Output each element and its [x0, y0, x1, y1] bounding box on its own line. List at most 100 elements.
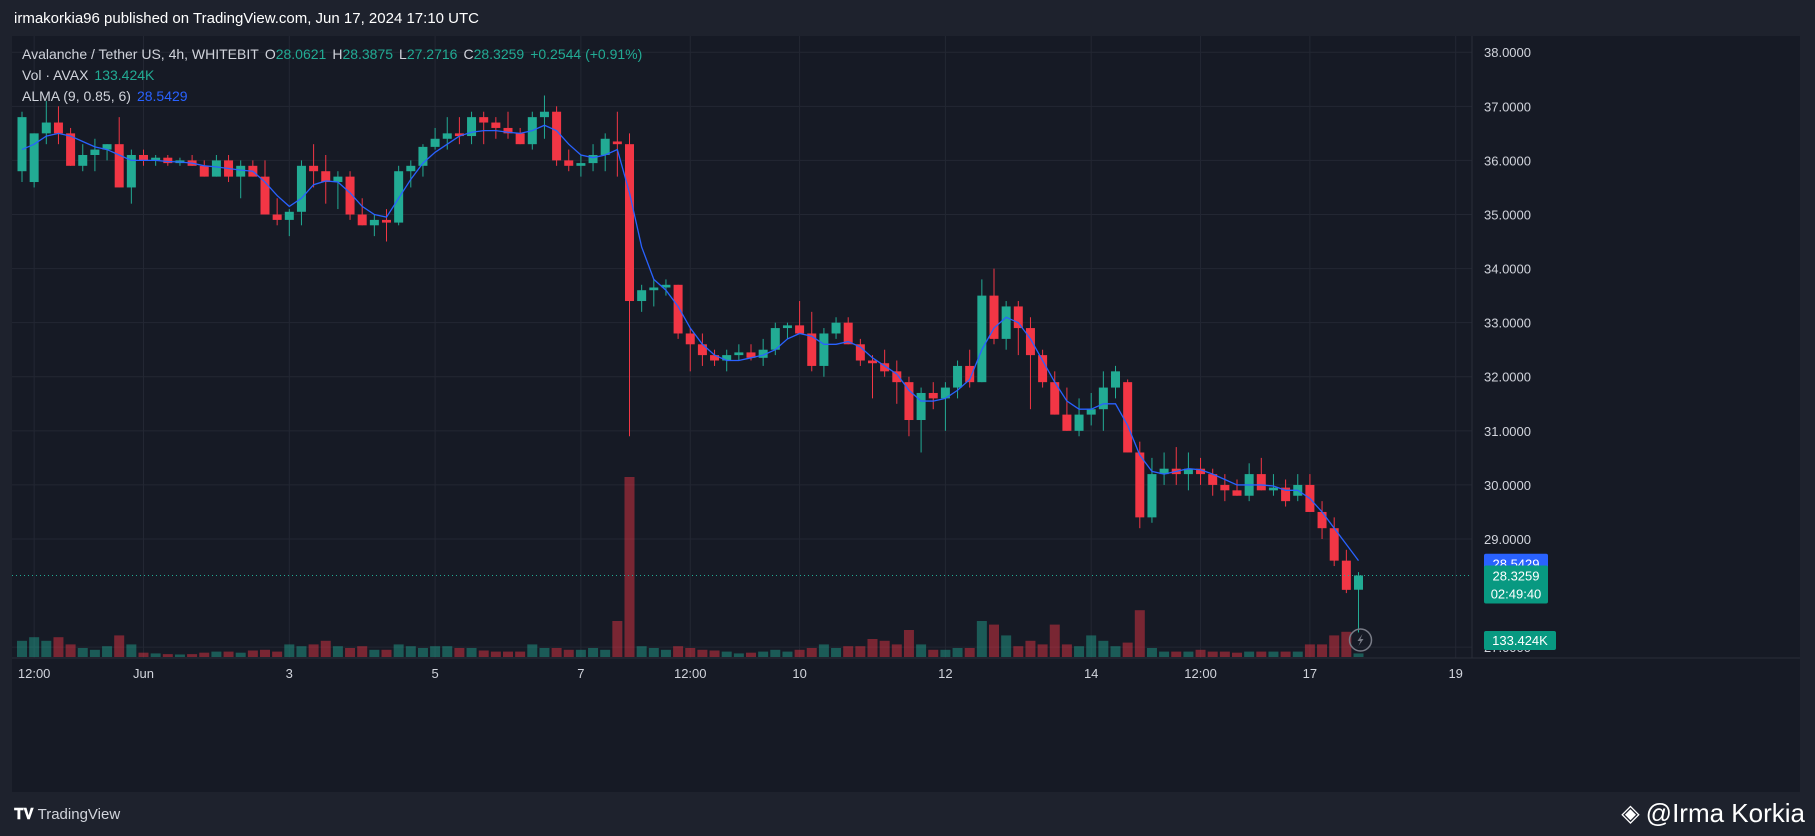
candle-body [41, 122, 51, 134]
volume-bar [393, 644, 404, 657]
candle-body [430, 138, 440, 147]
candle-body [612, 141, 622, 145]
candle-body [904, 382, 914, 421]
candle-body [649, 287, 659, 291]
candle-body [1001, 306, 1011, 339]
volume-bar [65, 644, 76, 657]
candle-body [782, 325, 792, 329]
candle-body [1220, 484, 1230, 491]
candle-body [977, 295, 987, 383]
candle-body [819, 333, 829, 366]
volume-value: 133.424K [94, 67, 155, 83]
volume-bar [430, 646, 441, 657]
volume-bar [1280, 651, 1291, 657]
candle-body [199, 165, 209, 177]
volume-bar [806, 648, 817, 657]
price-chart[interactable]: 38.0000 37.0000 36.0000 35.0000 34.0000 33.00… [12, 36, 1800, 792]
chart-panel[interactable]: 38.0000 37.0000 36.0000 35.0000 34.0000 33.00… [12, 36, 1800, 792]
volume-bar [138, 652, 149, 657]
candle-body [309, 165, 319, 172]
volume-bar [1061, 644, 1072, 657]
volume-bar [1329, 635, 1340, 657]
candle-body [1341, 560, 1351, 590]
volume-bar [1159, 651, 1170, 657]
candle-body [1159, 468, 1169, 475]
volume-bar [174, 654, 185, 657]
volume-bar [588, 648, 599, 657]
volume-bar [114, 635, 125, 657]
candle-body [1147, 474, 1157, 518]
candle-body [321, 171, 331, 183]
candle-body [1074, 414, 1084, 431]
volume-bar [332, 646, 343, 657]
volume-bar [563, 649, 574, 657]
candle-body [539, 111, 549, 118]
volume-bar [272, 651, 283, 657]
candle-body [1050, 382, 1060, 415]
volume-bar [77, 648, 88, 657]
candle-body [564, 160, 574, 166]
volume-bar [551, 648, 562, 657]
volume-bar [1219, 651, 1230, 657]
volume-bar [211, 651, 222, 657]
volume-bar [490, 651, 501, 657]
volume-bar [1183, 651, 1194, 657]
legend-symbol-row: Avalanche / Tether US, 4h, WHITEBIT O28.… [22, 44, 642, 65]
candle-body [770, 328, 780, 350]
volume-bar [1086, 635, 1097, 657]
close-value: 28.3259 [473, 46, 525, 62]
candle-body [284, 211, 294, 220]
candle-body [1183, 468, 1193, 475]
candle-body [442, 133, 452, 139]
volume-bar [855, 646, 866, 657]
candle-body [503, 127, 513, 134]
volume-bar [879, 640, 890, 657]
candle-body [1135, 452, 1145, 518]
candle-body [685, 333, 695, 345]
y-tick-label: 29.0000 [1484, 532, 1531, 547]
y-tick-label: 37.0000 [1484, 99, 1531, 114]
candle-body [78, 154, 88, 166]
volume-bar [539, 648, 550, 657]
candle-body [1098, 387, 1108, 410]
y-tick-label: 30.0000 [1484, 478, 1531, 493]
tradingview-logo-icon: 𝐓𝐕 [14, 806, 34, 823]
volume-bar [1256, 651, 1267, 657]
volume-bar [1110, 646, 1121, 657]
high-label: H [332, 46, 343, 62]
symbol-label[interactable]: Avalanche / Tether US, 4h, WHITEBIT [22, 46, 259, 62]
x-tick-label: 12:00 [18, 666, 51, 681]
candle-body [831, 322, 841, 334]
volume-tag-text: 133.424K [1492, 633, 1548, 648]
candle-body [697, 344, 707, 356]
alma-label[interactable]: ALMA (9, 0.85, 6) [22, 88, 131, 104]
volume-bar [1353, 653, 1364, 657]
x-tick-label: 12 [938, 666, 952, 681]
y-tick-label: 35.0000 [1484, 207, 1531, 222]
candle-body [90, 149, 100, 155]
candle-body [916, 392, 926, 421]
candle-body [406, 165, 416, 172]
volume-bar [442, 646, 453, 657]
candle-body [868, 360, 877, 364]
x-tick-label: 12:00 [674, 666, 707, 681]
lightning-icon [1348, 628, 1373, 652]
open-value: 28.0621 [275, 46, 327, 62]
volume-bar [1341, 631, 1352, 657]
volume-bar [794, 649, 805, 657]
volume-bar [17, 640, 27, 657]
volume-bar [903, 630, 914, 657]
candle-body [454, 133, 464, 137]
volume-label[interactable]: Vol · AVAX [22, 67, 89, 83]
y-tick-label: 38.0000 [1484, 45, 1531, 60]
candle-body [163, 157, 173, 164]
volume-bar [417, 648, 428, 657]
candle-body [1123, 382, 1133, 453]
volume-bar [636, 646, 647, 657]
candle-body [272, 214, 282, 220]
candle-body [940, 387, 950, 399]
candle-body [17, 117, 27, 172]
tradingview-brand[interactable]: 𝐓𝐕 TradingView [14, 806, 120, 823]
x-tick-label: 17 [1303, 666, 1317, 681]
volume-bar [150, 653, 161, 657]
